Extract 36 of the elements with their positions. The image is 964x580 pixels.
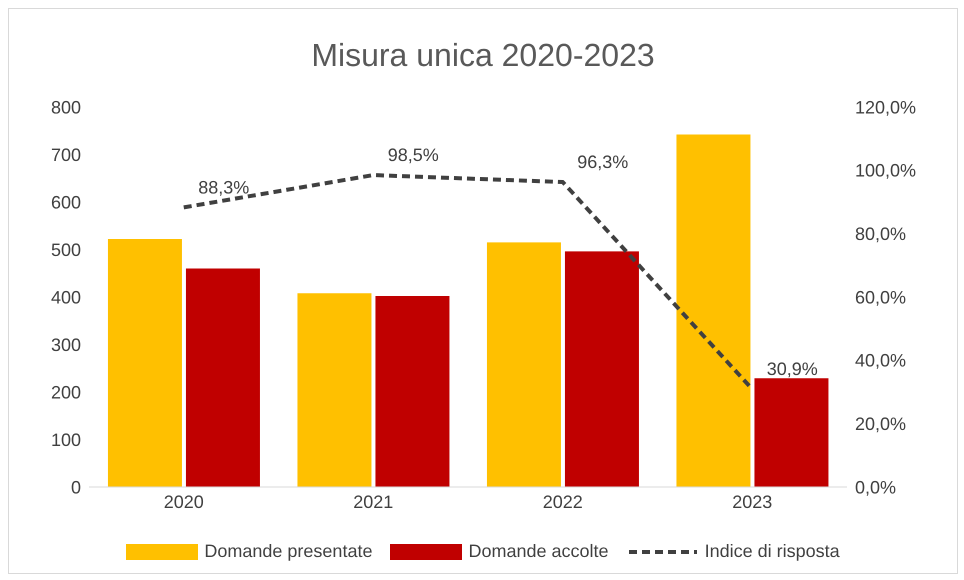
bar: [676, 134, 750, 487]
y-tick-label: 500: [50, 240, 81, 260]
y2-tick-label: 60,0%: [855, 287, 906, 308]
y-tick-label: 0: [70, 477, 81, 498]
y2-tick-label: 20,0%: [855, 414, 906, 434]
y-tick-label: 600: [50, 192, 81, 212]
y-tick-label: 100: [50, 430, 81, 450]
y2-tick-label: 120,0%: [855, 97, 916, 118]
legend-label: Domande accolte: [468, 541, 609, 562]
y-tick-label: 800: [50, 97, 81, 118]
x-tick-label: 2020: [164, 492, 204, 512]
bar: [186, 268, 260, 487]
data-label: 88,3%: [198, 177, 250, 198]
data-label: 98,5%: [388, 145, 439, 166]
bar: [297, 293, 372, 487]
x-tick-label: 2023: [732, 492, 772, 512]
x-tick-label: 2022: [542, 492, 583, 512]
x-tick-label: 2021: [353, 492, 394, 512]
data-label: 96,3%: [577, 152, 628, 172]
data-label: 30,9%: [766, 359, 818, 380]
y-tick-label: 300: [50, 334, 81, 355]
bar: [486, 242, 561, 487]
y2-tick-label: 0,0%: [855, 477, 896, 498]
y2-tick-label: 80,0%: [855, 224, 906, 244]
legend-label: Indice di risposta: [704, 541, 840, 562]
y2-tick-label: 40,0%: [855, 350, 906, 371]
chart-title: Misura unica 2020-2023: [310, 36, 656, 75]
bar: [564, 251, 639, 487]
bar: [108, 239, 182, 487]
y2-tick-label: 100,0%: [855, 160, 916, 181]
bar: [754, 378, 828, 487]
y-tick-label: 200: [50, 382, 81, 402]
bar: [375, 296, 450, 487]
y-tick-label: 400: [50, 287, 81, 308]
legend-label: Domande presentate: [204, 541, 372, 562]
y-tick-label: 700: [50, 144, 81, 165]
